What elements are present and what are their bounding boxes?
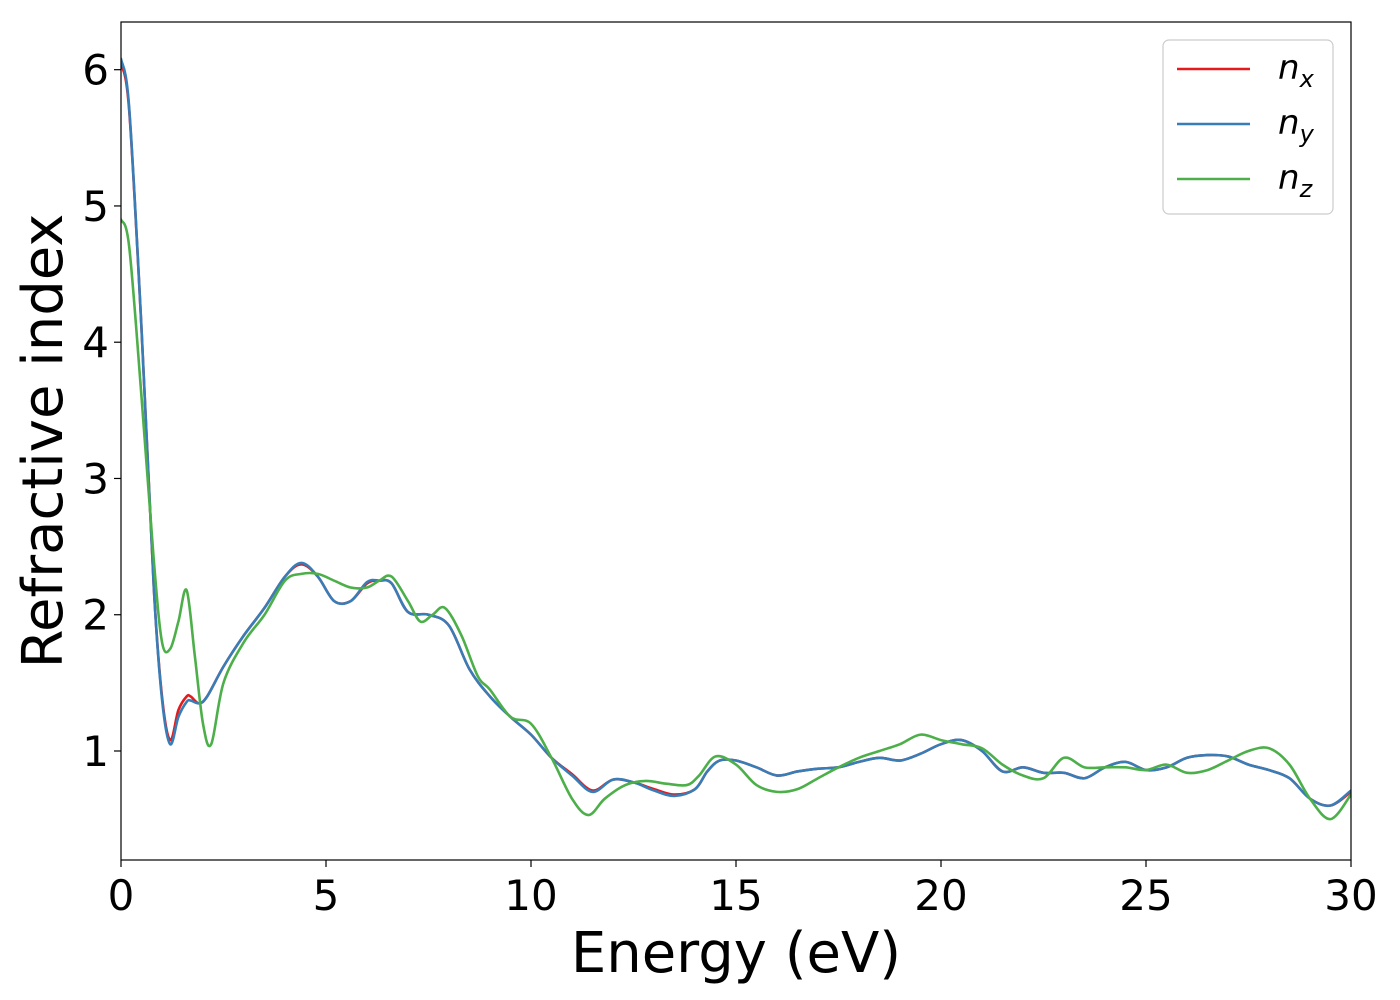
x-tick-label: 15 [709, 871, 762, 920]
y-axis-title: Refractive index [11, 214, 76, 669]
y-tick-label: 3 [82, 454, 109, 503]
legend-label-y: ny [1278, 103, 1315, 148]
y-tick-label: 4 [82, 318, 109, 367]
x-tick-label: 30 [1324, 871, 1377, 920]
legend: nx ny nz [1162, 39, 1334, 215]
legend-box [1162, 39, 1334, 215]
x-tick-label: 10 [504, 871, 557, 920]
y-tick-label: 6 [82, 46, 109, 95]
x-tick-label: 5 [313, 871, 340, 920]
x-axis: 0 5 10 15 20 25 30 [108, 860, 1378, 920]
legend-label-x: nx [1278, 48, 1315, 93]
x-axis-title: Energy (eV) [571, 921, 901, 986]
x-tick-label: 20 [914, 871, 967, 920]
y-tick-label: 2 [82, 591, 109, 640]
y-tick-label: 5 [82, 182, 109, 231]
y-tick-label: 1 [82, 727, 109, 776]
legend-label-z: nz [1278, 158, 1314, 203]
y-axis: 1 2 3 4 5 6 [82, 46, 121, 776]
series-line-z [121, 218, 1351, 821]
x-tick-label: 0 [108, 871, 135, 920]
x-tick-label: 25 [1119, 871, 1172, 920]
series-layer [121, 57, 1351, 821]
